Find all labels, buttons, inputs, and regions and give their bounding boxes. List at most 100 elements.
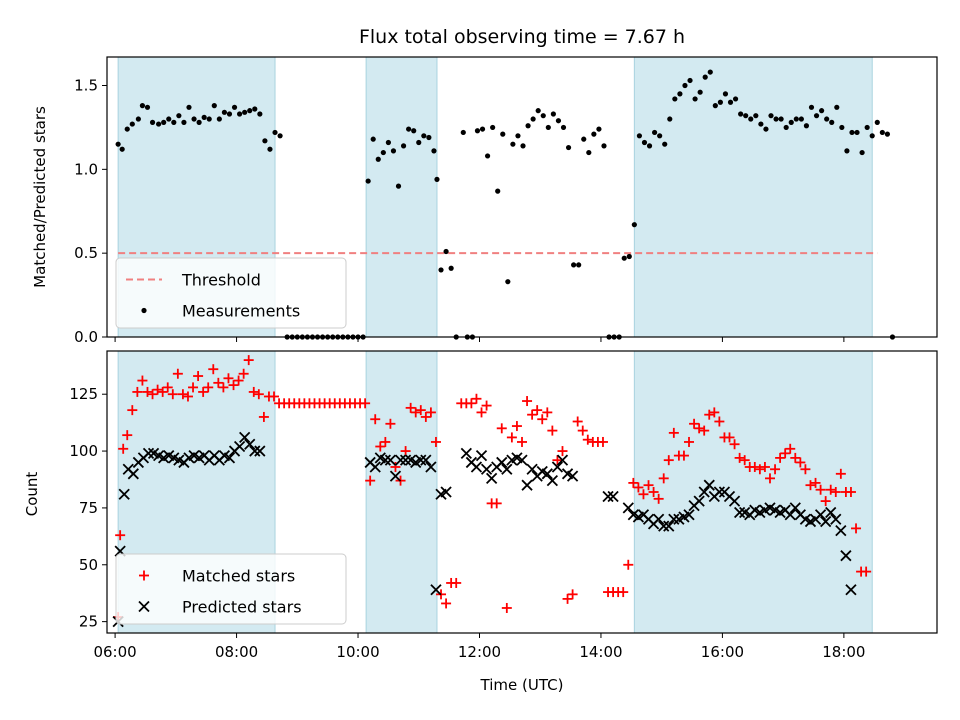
predicted-stars-point <box>475 449 488 462</box>
predicted-stars-point <box>425 461 437 473</box>
matched-stars-point <box>415 405 426 416</box>
x-stroke-b <box>830 513 842 525</box>
measurement-point <box>129 121 135 127</box>
x-stroke-b <box>749 504 761 516</box>
measurement-point <box>406 126 412 132</box>
matched-stars-point <box>734 452 745 463</box>
matched-stars-point <box>481 400 492 411</box>
x-stroke-b <box>521 479 533 491</box>
y-tick-label: 1.5 <box>74 77 98 95</box>
measurement-point <box>788 119 794 125</box>
matched-stars-point <box>517 436 527 447</box>
matched-stars-point <box>532 405 543 416</box>
measurement-point <box>525 123 531 129</box>
matched-stars-point <box>724 432 735 443</box>
matched-stars-point <box>218 382 229 393</box>
x-stroke-b <box>541 468 553 480</box>
x-tick-label: 08:00 <box>215 643 258 661</box>
legend-entry-label: Measurements <box>182 302 300 321</box>
matched-stars-point <box>749 461 760 472</box>
measurement-point <box>793 116 799 122</box>
predicted-stars-point <box>825 506 837 519</box>
predicted-stars-point <box>835 525 847 537</box>
x-stroke-b <box>840 550 852 562</box>
predicted-stars-point <box>415 454 427 466</box>
measurement-point <box>596 126 602 132</box>
matched-stars-point <box>754 464 765 475</box>
measurement-point <box>824 116 830 122</box>
matched-stars-point <box>851 523 862 534</box>
measurement-point <box>727 99 734 105</box>
x-stroke-b <box>420 454 432 466</box>
matched-stars-point <box>785 443 796 454</box>
matched-stars-point <box>420 411 431 422</box>
matched-stars-point <box>198 386 209 397</box>
measurement-point <box>692 96 698 102</box>
x-stroke-b <box>814 509 827 521</box>
measurement-point <box>763 126 769 132</box>
matched-stars-point <box>694 423 705 434</box>
x-stroke-b <box>118 488 130 500</box>
measurement-point <box>707 69 713 75</box>
measurement-point <box>748 116 754 122</box>
x-stroke-b <box>602 490 614 503</box>
x-stroke-b <box>653 513 665 525</box>
measurement-point <box>722 91 729 97</box>
measurement-point <box>651 129 658 136</box>
x-stroke-b <box>703 479 715 491</box>
matched-stars-point <box>203 382 214 393</box>
x-stroke-b <box>739 506 751 519</box>
matched-stars-point <box>172 368 183 379</box>
shaded-interval <box>633 56 873 338</box>
x-stroke-b <box>769 504 781 516</box>
matched-stars-point <box>623 559 634 570</box>
measurement-point <box>641 139 648 146</box>
measurement-point <box>448 265 454 271</box>
matched-stars-point <box>638 489 649 500</box>
matched-stars-point <box>709 407 720 418</box>
x-stroke-b <box>526 463 538 475</box>
x-stroke-b <box>254 445 266 457</box>
measurement-point <box>490 124 496 131</box>
predicted-stars-point <box>607 490 619 503</box>
matched-stars-point <box>127 405 138 416</box>
measurement-point <box>231 104 238 110</box>
predicted-stars-point <box>622 502 634 514</box>
matched-stars-point <box>248 386 259 397</box>
x-stroke-b <box>511 452 523 464</box>
measurement-point <box>631 222 637 228</box>
matched-stars-point <box>537 414 548 425</box>
measurement-point <box>717 99 723 105</box>
matched-stars-point <box>511 421 522 432</box>
measurement-point <box>272 129 278 136</box>
x-stroke-b <box>556 454 569 466</box>
x-tick-label: 14:00 <box>579 643 622 661</box>
measurement-point <box>778 116 784 122</box>
x-stroke-b <box>799 513 812 525</box>
matched-stars-point <box>597 436 608 447</box>
measurement-point <box>395 183 402 189</box>
measurement-point <box>520 143 526 149</box>
matched-stars-point <box>830 487 841 497</box>
top-y-axis-label: Matched/Predicted stars <box>31 106 49 288</box>
measurement-point <box>416 139 422 146</box>
matched-stars-point <box>542 407 553 418</box>
predicted-stars-point <box>501 463 513 475</box>
measurement-point <box>753 113 759 119</box>
predicted-stars-point <box>820 515 832 528</box>
matched-stars-point <box>451 577 462 588</box>
matched-stars-point <box>132 386 143 397</box>
measurement-point <box>839 124 845 131</box>
measurement-point <box>443 248 449 255</box>
matched-stars-point <box>471 393 482 404</box>
matched-stars-point <box>122 430 133 441</box>
x-stroke-b <box>733 506 746 519</box>
x-stroke-b <box>188 449 200 462</box>
x-stroke-b <box>430 584 442 596</box>
measurement-point <box>411 128 417 134</box>
legend-box <box>115 257 347 329</box>
measurement-point <box>115 141 121 147</box>
legend-measurement-swatch <box>141 307 147 314</box>
matched-stars-point <box>689 418 700 429</box>
predicted-stars-point <box>541 468 553 480</box>
